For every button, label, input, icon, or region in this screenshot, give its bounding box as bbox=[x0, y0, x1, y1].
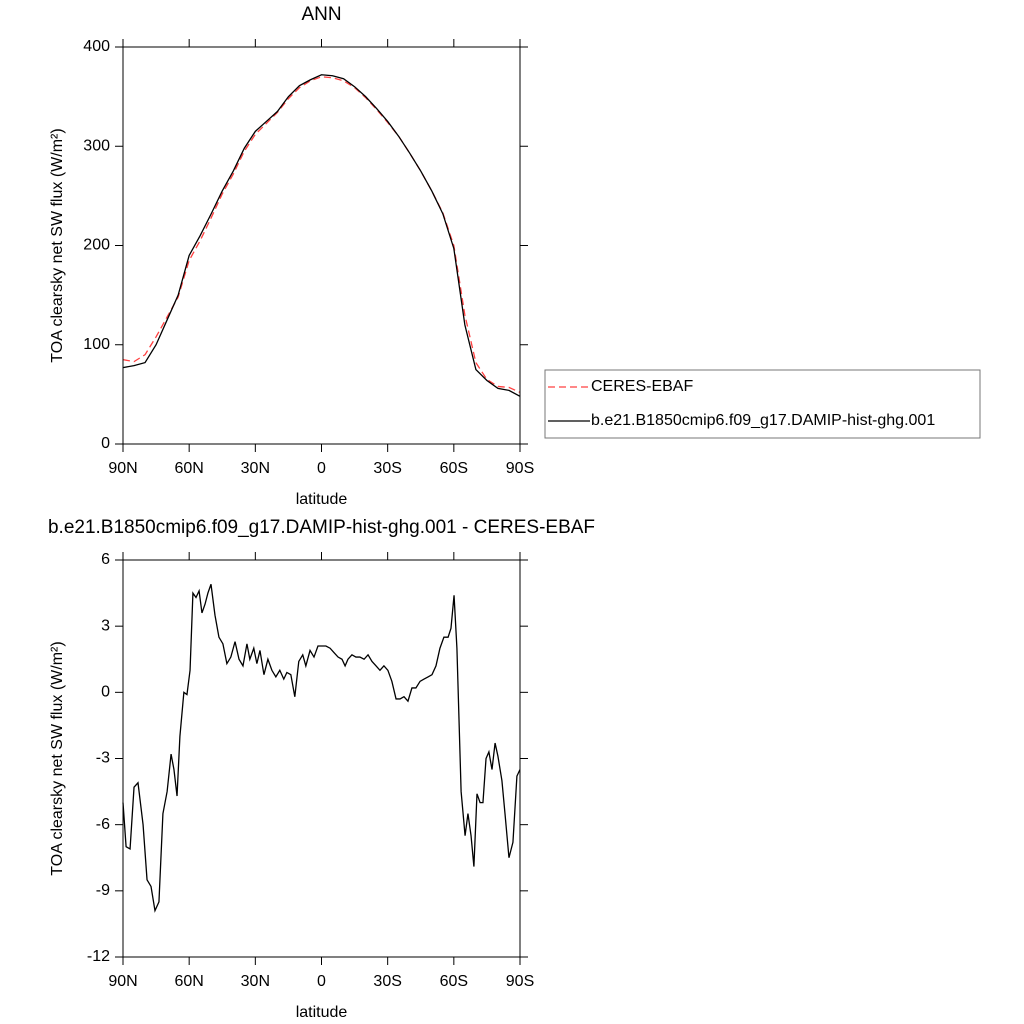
data-line bbox=[122, 584, 521, 913]
chart-title: b.e21.B1850cmip6.f09_g17.DAMIP-hist-ghg.… bbox=[48, 517, 595, 538]
y-tick-label: 6 bbox=[101, 551, 110, 568]
x-tick-label: 90N bbox=[108, 973, 137, 990]
x-axis-label: latitude bbox=[296, 1004, 348, 1021]
y-axis-label: TOA clearsky net SW flux (W/m²) bbox=[49, 641, 66, 875]
data-line bbox=[122, 76, 521, 393]
plot-frame bbox=[122, 559, 521, 958]
x-tick-label: 30S bbox=[373, 973, 401, 990]
x-tick-label: 0 bbox=[317, 973, 326, 990]
y-tick-label: -3 bbox=[96, 750, 110, 767]
x-axis-label: latitude bbox=[296, 491, 348, 508]
y-axis-label: TOA clearsky net SW flux (W/m²) bbox=[49, 128, 66, 362]
y-tick-label: -6 bbox=[96, 816, 110, 833]
x-tick-label: 60N bbox=[174, 460, 203, 477]
y-tick-label: 200 bbox=[83, 237, 110, 254]
x-tick-label: 30N bbox=[241, 460, 270, 477]
legend-label: b.e21.B1850cmip6.f09_g17.DAMIP-hist-ghg.… bbox=[591, 412, 935, 429]
y-tick-label: -9 bbox=[96, 882, 110, 899]
legend-box bbox=[544, 369, 981, 439]
plot-frame bbox=[122, 46, 521, 445]
x-tick-label: 60S bbox=[440, 460, 468, 477]
x-tick-label: 30S bbox=[373, 460, 401, 477]
data-line bbox=[122, 74, 521, 397]
x-tick-label: 90N bbox=[108, 460, 137, 477]
y-tick-label: 3 bbox=[101, 617, 110, 634]
y-tick-label: 100 bbox=[83, 336, 110, 353]
x-tick-label: 0 bbox=[317, 460, 326, 477]
y-tick-label: 300 bbox=[83, 137, 110, 154]
chart-title: ANN bbox=[301, 4, 341, 25]
x-tick-label: 60S bbox=[440, 973, 468, 990]
x-tick-label: 90S bbox=[506, 973, 534, 990]
y-tick-label: 0 bbox=[101, 684, 110, 701]
x-tick-label: 60N bbox=[174, 973, 203, 990]
y-tick-label: -12 bbox=[87, 948, 110, 965]
y-tick-label: 0 bbox=[101, 435, 110, 452]
x-tick-label: 30N bbox=[241, 973, 270, 990]
x-tick-label: 90S bbox=[506, 460, 534, 477]
legend-label: CERES-EBAF bbox=[591, 378, 693, 395]
y-tick-label: 400 bbox=[83, 38, 110, 55]
